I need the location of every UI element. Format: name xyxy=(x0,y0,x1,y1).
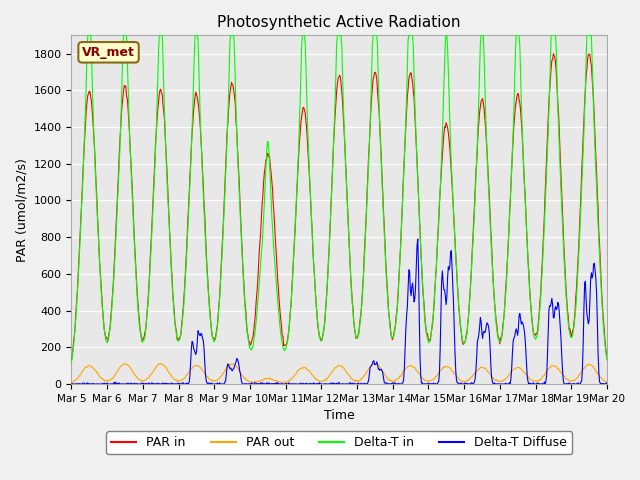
Text: VR_met: VR_met xyxy=(82,46,135,59)
X-axis label: Time: Time xyxy=(324,409,355,422)
Legend: PAR in, PAR out, Delta-T in, Delta-T Diffuse: PAR in, PAR out, Delta-T in, Delta-T Dif… xyxy=(106,432,572,455)
Title: Photosynthetic Active Radiation: Photosynthetic Active Radiation xyxy=(218,15,461,30)
Y-axis label: PAR (umol/m2/s): PAR (umol/m2/s) xyxy=(15,158,28,262)
